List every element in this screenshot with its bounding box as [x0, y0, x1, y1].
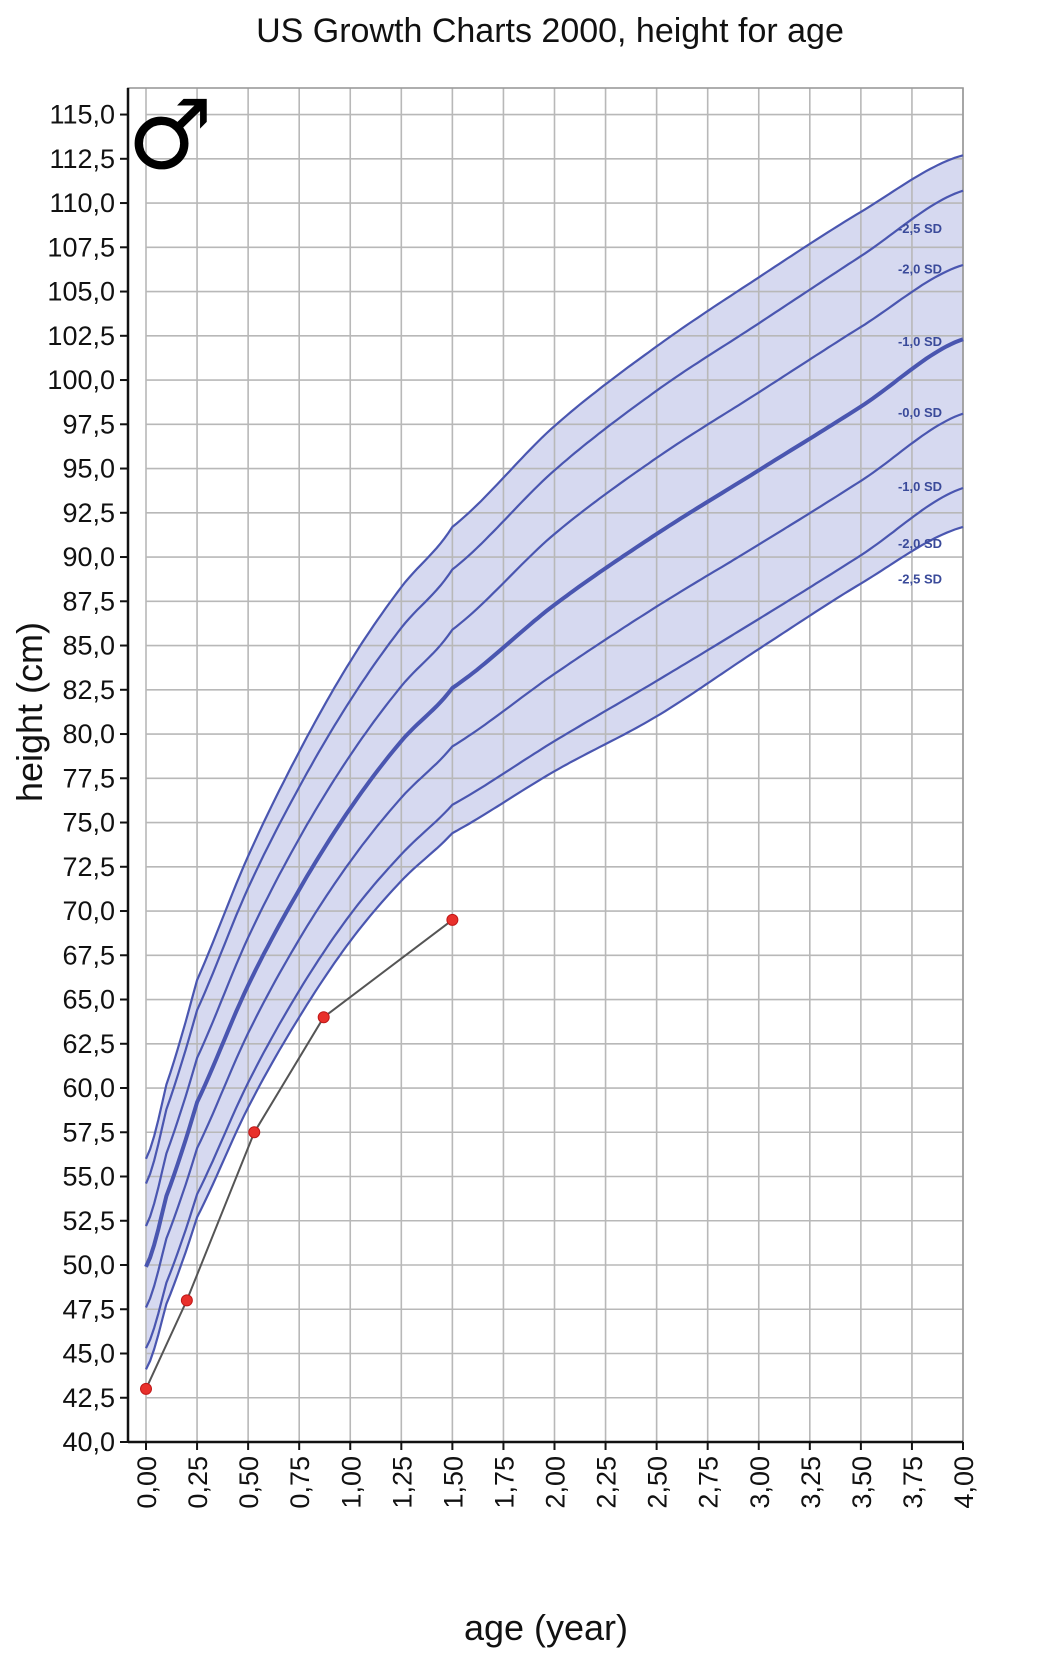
y-tick-label: 90,0	[62, 542, 115, 572]
reference-curve	[145, 486, 964, 1349]
x-tick-label: 1,25	[387, 1456, 417, 1509]
sd-label: -0,0 SD	[898, 405, 942, 420]
x-tick-label: 1,00	[336, 1456, 366, 1509]
sd-label: -1,0 SD	[898, 479, 942, 494]
x-tick-label: 0,25	[183, 1456, 213, 1509]
y-tick-label: 107,5	[47, 232, 115, 262]
y-tick-label: 52,5	[62, 1206, 115, 1236]
sd-label: -2,5 SD	[898, 221, 942, 236]
reference-curve	[144, 263, 964, 1227]
y-tick-label: 57,5	[62, 1117, 115, 1147]
x-tick-label: 2,50	[643, 1456, 673, 1509]
y-tick-label: 87,5	[62, 586, 115, 616]
reference-curve	[144, 189, 964, 1185]
y-tick-label: 80,0	[62, 719, 115, 749]
y-tick-label: 102,5	[47, 321, 115, 351]
reference-curve	[144, 154, 964, 1160]
patient-point	[140, 1382, 152, 1395]
y-tick-label: 60,0	[62, 1073, 115, 1103]
x-tick-label: 2,25	[592, 1456, 622, 1509]
x-tick-label: 3,75	[898, 1456, 928, 1509]
y-tick-label: 97,5	[62, 409, 115, 439]
y-tick-label: 100,0	[47, 365, 115, 395]
y-tick-label: 75,0	[62, 808, 115, 838]
patient-point	[317, 1011, 330, 1024]
y-tick-label: 82,5	[62, 675, 115, 705]
sd-labels: -2,5 SD -2,0 SD -1,0 SD -0,0 SD -1,0 SD -2,0 …	[898, 221, 942, 586]
x-tick-label: 1,50	[438, 1456, 468, 1509]
reference-curves	[144, 154, 964, 1370]
x-axis-label: age (year)	[464, 1607, 628, 1648]
x-tick-label: 2,00	[541, 1456, 571, 1509]
y-tick-label: 110,0	[49, 188, 115, 218]
y-tick-label: 85,0	[62, 631, 115, 661]
x-tick-label: 3,50	[847, 1456, 877, 1509]
patient-series	[140, 913, 459, 1395]
reference-curve	[144, 337, 964, 1268]
sd-label: -2,0 SD	[898, 536, 942, 551]
y-tick-label: 70,0	[62, 896, 115, 926]
x-tick-label: 0,00	[132, 1456, 162, 1509]
y-tick-label: 45,0	[62, 1339, 115, 1369]
reference-curve	[145, 525, 964, 1370]
x-tick-labels: 0,00 0,25 0,50 0,75 1,00 1,25 1,50 1,75 2,00 2,25…	[132, 1456, 979, 1509]
axes	[120, 88, 964, 1450]
y-tick-label: 42,5	[62, 1383, 115, 1413]
y-tick-label: 95,0	[62, 454, 115, 484]
grid	[127, 87, 964, 1443]
x-tick-label: 3,00	[745, 1456, 775, 1509]
patient-point	[248, 1126, 261, 1139]
sd-label: -2,0 SD	[898, 262, 942, 277]
x-tick-label: 2,75	[694, 1456, 724, 1509]
y-tick-label: 55,0	[62, 1162, 115, 1192]
y-axis-label: height (cm)	[9, 622, 50, 802]
chart-title: US Growth Charts 2000, height for age	[256, 12, 844, 50]
x-tick-label: 0,75	[285, 1456, 315, 1509]
y-tick-label: 92,5	[62, 498, 115, 528]
y-tick-label: 40,0	[62, 1427, 115, 1457]
x-tick-label: 3,25	[796, 1456, 826, 1509]
sd-label: -1,0 SD	[898, 334, 942, 349]
y-tick-label: 112,5	[49, 144, 115, 174]
y-tick-label: 77,5	[62, 763, 115, 793]
y-tick-label: 50,0	[62, 1250, 115, 1280]
y-tick-label: 115,0	[49, 100, 115, 130]
y-tick-label: 65,0	[62, 985, 115, 1015]
y-tick-labels: 40,0 42,5 45,0 47,5 50,0 52,5 55,0 57,5 60,0 62,5…	[47, 100, 115, 1457]
y-tick-label: 47,5	[62, 1294, 115, 1324]
y-tick-label: 105,0	[47, 277, 115, 307]
y-tick-label: 72,5	[62, 852, 115, 882]
reference-curve	[144, 412, 964, 1308]
sd-label: -2,5 SD	[898, 571, 942, 586]
x-tick-label: 0,50	[234, 1456, 264, 1509]
patient-point	[446, 913, 459, 926]
x-tick-label: 4,00	[949, 1456, 979, 1509]
y-tick-label: 62,5	[62, 1029, 115, 1059]
male-symbol: ♂	[127, 79, 213, 191]
patient-point	[180, 1294, 193, 1307]
y-tick-label: 67,5	[62, 940, 115, 970]
x-tick-label: 1,75	[489, 1456, 519, 1509]
